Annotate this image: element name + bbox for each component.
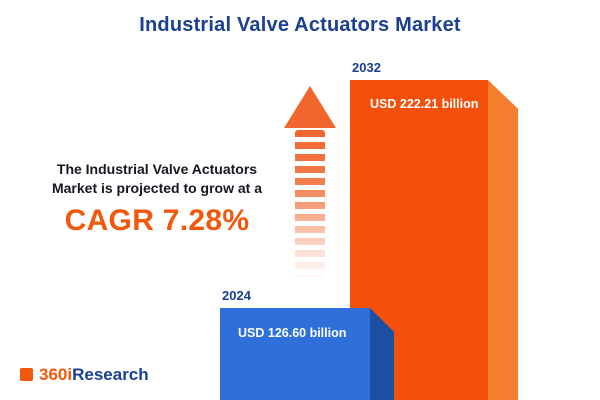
- growth-arrow-icon: [284, 86, 336, 128]
- logo-square-icon: [20, 368, 33, 381]
- logo-text-prefix: 360i: [39, 365, 73, 384]
- value-label-2032: USD 222.21 billion: [370, 97, 479, 111]
- growth-arrow-shaft: [295, 130, 325, 280]
- bar-2024: [220, 308, 370, 400]
- logo-text-suffix: Research: [72, 365, 149, 384]
- brand-logo: 360iResearch: [20, 366, 149, 383]
- category-label-2024: 2024: [222, 288, 251, 303]
- chart-title: Industrial Valve Actuators Market: [139, 14, 461, 36]
- bar-2032-side-face: [488, 80, 518, 400]
- logo-text: 360iResearch: [39, 366, 149, 383]
- description-line-1: The Industrial Valve Actuators: [56, 161, 258, 177]
- cagr-value: CAGR 7.28%: [64, 204, 250, 237]
- category-label-2032: 2032: [352, 60, 381, 75]
- description-block: The Industrial Valve Actuators Market is…: [28, 160, 286, 238]
- value-label-2024: USD 126.60 billion: [238, 326, 347, 340]
- description-line-2: Market is projected to grow at a: [51, 180, 263, 196]
